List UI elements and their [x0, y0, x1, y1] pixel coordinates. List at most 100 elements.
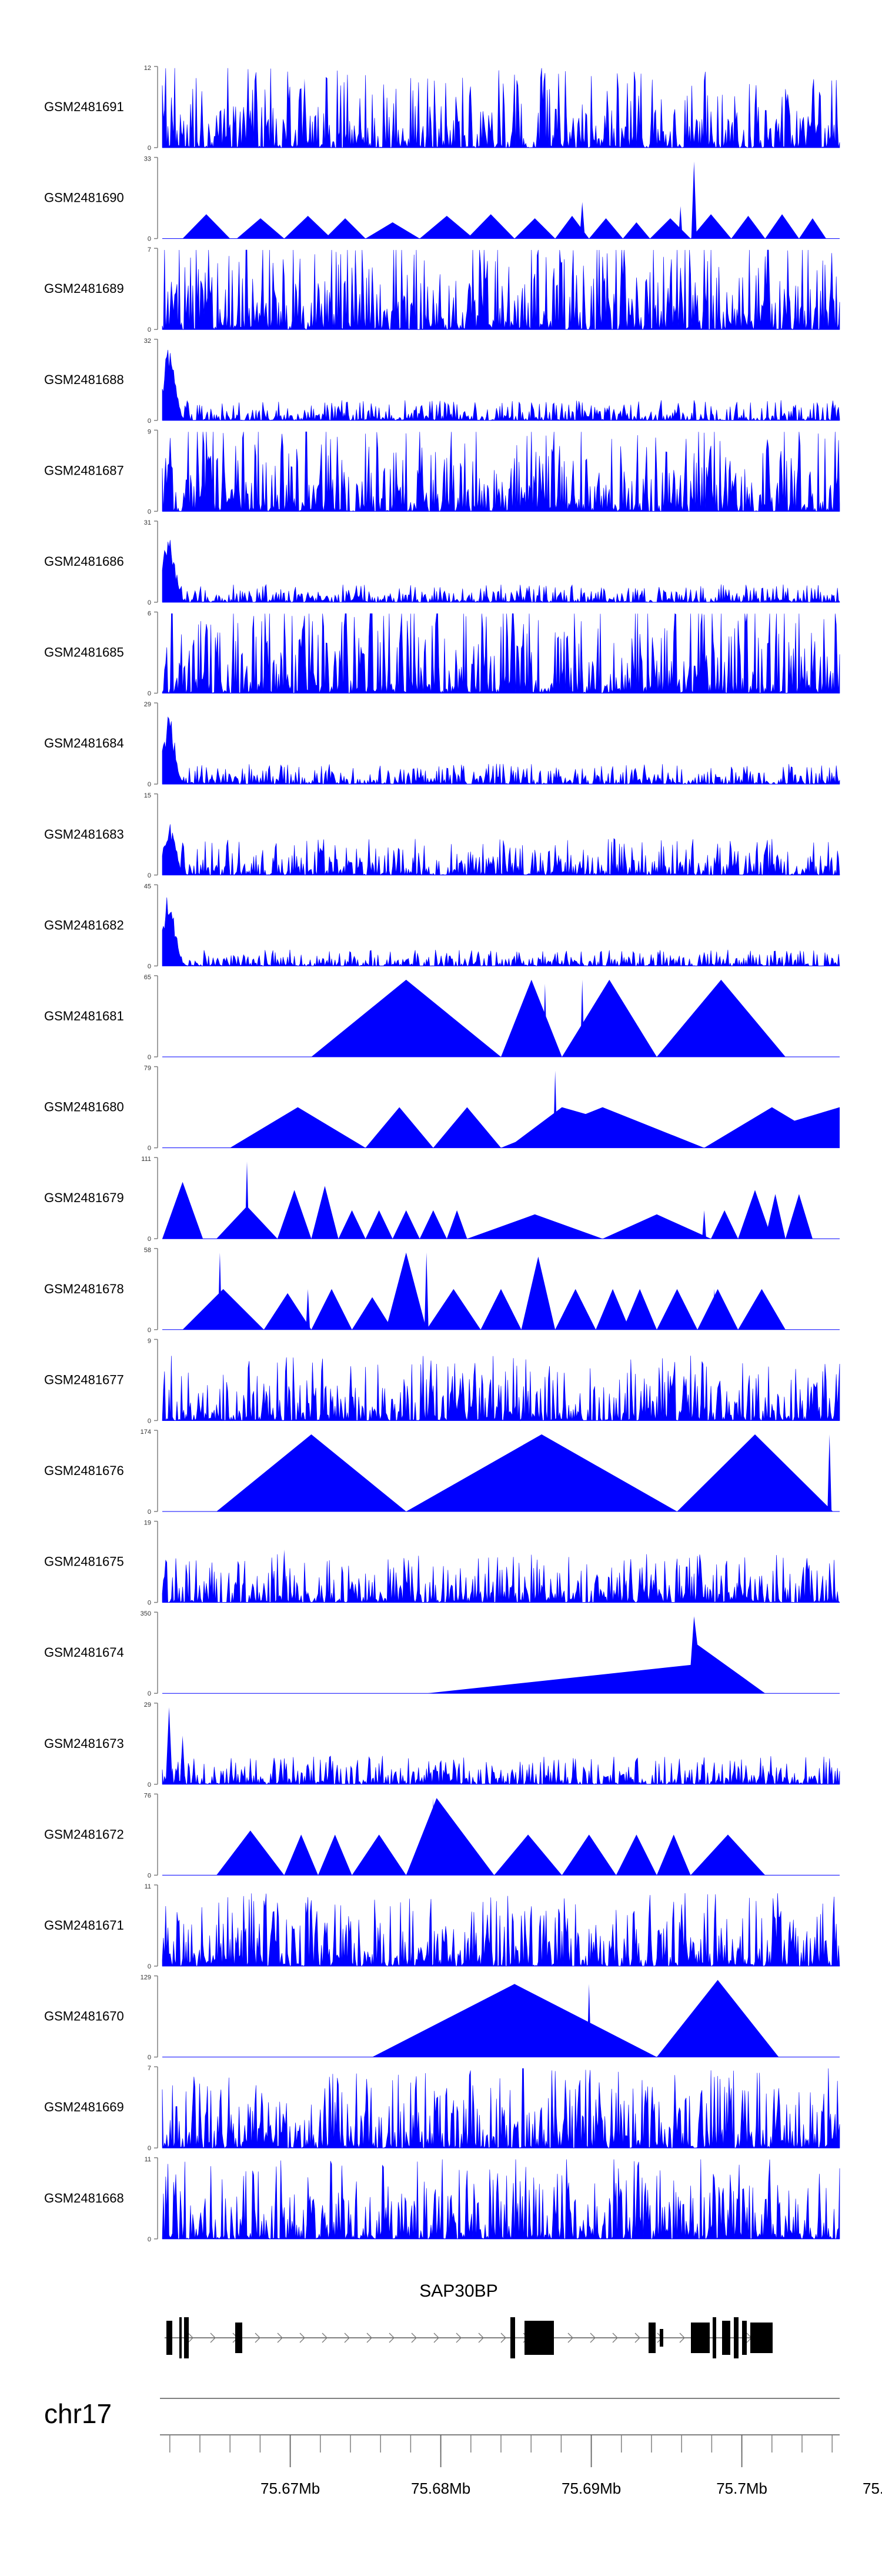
y-min-label: 0: [148, 1145, 151, 1152]
track-GSM2481689: GSM2481689 7 0: [44, 246, 840, 333]
gene-exon: [722, 2321, 730, 2355]
track-label: GSM2481691: [44, 99, 124, 114]
y-max-label: 11: [145, 1883, 151, 1890]
track-label: GSM2481685: [44, 645, 124, 660]
signal-triangle: [392, 1210, 420, 1239]
track-label: GSM2481678: [44, 1282, 124, 1296]
y-min-label: 0: [148, 2236, 151, 2243]
signal-peak: [165, 1707, 173, 1784]
track-GSM2481685: GSM2481685 6 0: [44, 610, 840, 698]
gene-exon: [691, 2323, 710, 2353]
y-max-label: 29: [144, 701, 151, 708]
strand-arrow: [456, 2333, 462, 2343]
signal-triangle: [365, 222, 420, 239]
track-GSM2481690: GSM2481690 33 0: [44, 156, 840, 243]
signal-area: [406, 1798, 495, 1876]
y-max-label: 7: [148, 2065, 151, 2072]
signal-triangle: [521, 1256, 556, 1330]
signal-triangle: [731, 215, 766, 239]
y-min-label: 0: [148, 326, 151, 333]
strand-arrow: [433, 2333, 439, 2343]
signal-triangle: [277, 1190, 312, 1239]
y-max-label: 32: [144, 338, 151, 345]
y-max-label: 12: [144, 65, 151, 72]
signal-area: [162, 2068, 840, 2149]
signal-area: [162, 716, 840, 785]
gene-exon: [184, 2317, 189, 2358]
gene-exon: [235, 2323, 242, 2353]
strand-arrow: [478, 2333, 484, 2343]
track-label: GSM2481670: [44, 2009, 124, 2024]
signal-peak: [306, 1289, 310, 1330]
track-label: GSM2481689: [44, 281, 124, 296]
track-label: GSM2481675: [44, 1554, 124, 1569]
signal-triangle: [616, 1834, 657, 1876]
y-min-label: 0: [148, 1509, 151, 1516]
y-max-label: 9: [148, 428, 151, 435]
signal-triangle: [656, 1289, 698, 1330]
y-min-label: 0: [148, 2054, 151, 2061]
signal-peak: [431, 1798, 436, 1876]
strand-arrow: [277, 2333, 283, 2343]
signal-peak: [580, 979, 584, 1057]
y-min-label: 0: [148, 236, 151, 243]
track-GSM2481676: GSM2481676 174 0: [44, 1429, 840, 1516]
gene-exon: [660, 2329, 663, 2347]
signal-triangle: [284, 1834, 318, 1876]
gene-annotation-track: SAP30BP: [165, 2281, 773, 2358]
signal-triangle: [216, 1434, 406, 1511]
signal-triangle: [446, 1210, 467, 1239]
y-max-label: 111: [141, 1156, 151, 1163]
signal-area: [162, 2159, 840, 2240]
strand-arrow: [344, 2333, 350, 2343]
signal-triangle: [311, 979, 501, 1057]
signal-triangle: [738, 1190, 772, 1239]
strand-arrow: [366, 2333, 372, 2343]
axis-tick-label: 75.68Mb: [411, 2480, 470, 2497]
signal-triangle: [372, 1984, 657, 2057]
track-GSM2481677: GSM2481677 9 0: [44, 1337, 840, 1424]
y-min-label: 0: [148, 1963, 151, 1970]
signal-triangle: [690, 1834, 766, 1876]
track-GSM2481672: GSM2481672 76 0: [44, 1792, 840, 1879]
signal-triangle: [182, 214, 230, 239]
signal-area: [162, 613, 840, 694]
y-min-label: 0: [148, 145, 151, 152]
strand-arrow: [567, 2333, 573, 2343]
y-min-label: 0: [148, 872, 151, 879]
gene-exon: [166, 2321, 172, 2355]
track-GSM2481683: GSM2481683 15 0: [44, 792, 840, 879]
y-max-label: 45: [144, 883, 151, 890]
signal-peak: [553, 1070, 557, 1148]
strand-arrow: [255, 2333, 260, 2343]
signal-triangle: [386, 1252, 427, 1330]
track-label: GSM2481684: [44, 736, 124, 750]
signal-triangle: [162, 1182, 203, 1239]
signal-triangle: [656, 1980, 779, 2057]
signal-triangle: [738, 1289, 786, 1330]
track-label: GSM2481680: [44, 1100, 124, 1115]
y-min-label: 0: [148, 1872, 151, 1879]
track-label: GSM2481674: [44, 1645, 124, 1660]
signal-triangle: [602, 1214, 711, 1239]
y-max-label: 19: [144, 1520, 151, 1527]
y-max-label: 174: [141, 1429, 151, 1436]
signal-triangle: [514, 218, 556, 239]
gene-exon: [179, 2317, 182, 2358]
signal-triangle: [562, 1834, 616, 1876]
signal-triangle: [311, 1289, 352, 1330]
signal-triangle: [230, 1107, 366, 1148]
signal-triangle: [338, 1210, 366, 1239]
gene-exon: [713, 2317, 716, 2358]
track-label: GSM2481688: [44, 372, 124, 387]
track-label: GSM2481677: [44, 1372, 124, 1387]
signal-triangle: [318, 1834, 352, 1876]
y-max-label: 7: [148, 246, 151, 253]
axis-tick-label: 75.71Mb: [863, 2480, 882, 2497]
axis-tick-label: 75.69Mb: [562, 2480, 621, 2497]
signal-triangle: [501, 979, 562, 1057]
signal-peak: [218, 1252, 222, 1330]
y-min-label: 0: [148, 1327, 151, 1334]
y-max-label: 29: [144, 1701, 151, 1709]
signal-triangle: [236, 218, 285, 239]
